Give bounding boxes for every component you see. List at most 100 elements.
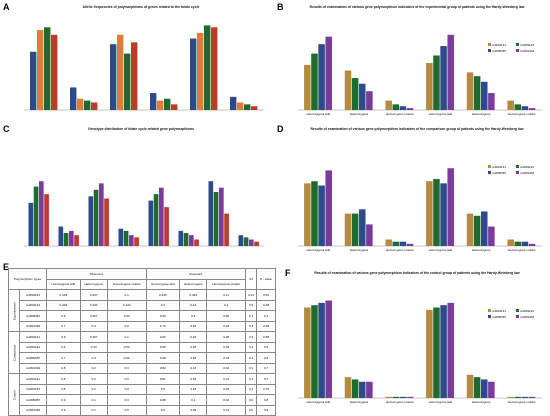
table-cell: 0.18 [179,383,208,395]
table-cell: 0.81 [145,373,181,385]
table-cell: 0.04 [206,352,246,364]
bar [318,185,325,246]
legend-label: rs1801133 [520,309,534,313]
table-cell: 0.09 [179,404,208,416]
table-cell: 0.7 [244,310,258,322]
table-cell: 0.4 [145,299,181,311]
table-subheader: Heterozygous [179,278,208,290]
table-cell: 0.7 [256,373,276,385]
table-cell: 0.62 [145,331,181,343]
bar [51,34,58,110]
table-cell: 0.0 [106,404,147,416]
bar [344,213,352,246]
bar [392,241,400,246]
table-cell: 0.03 [106,341,147,353]
panel-label-c: C [3,124,10,134]
chart-title: Results of examination of various gene p… [310,127,524,131]
bar [406,108,414,110]
bar [318,302,325,398]
table-cell: 0.82 [145,362,181,374]
bar [399,106,407,110]
table-cell-snp: rs1801133 [18,341,48,353]
bar [157,100,164,110]
bar [153,194,159,246]
bar [30,51,37,110]
bar [134,237,139,246]
table-cell: 0.9 [46,404,81,416]
bar [129,235,134,246]
bar [37,30,44,111]
bar [447,302,454,398]
table-cell: 0.433 [46,289,81,301]
bar [70,87,77,110]
category-label: Homozygous wild [307,248,331,252]
legend-swatch [488,49,491,52]
bar [238,235,244,246]
table-cell: 0.8 [145,383,181,395]
legend-label: rs1801131 [492,165,506,169]
table-cell: 0.1 [106,289,147,301]
table-cell-snp: rs1805087 [18,310,48,322]
table-row: Comparison rs1801131 0.6 0.267 0.1 0.62 0.32 0.… [8,331,276,374]
bar [366,91,373,110]
bar [183,233,189,246]
chart-panel-c: Genotype distribution of folate cycle-re… [12,124,270,258]
chart-panel-b: Results of examination of various gene p… [286,2,548,120]
category-label: Heterozygous [350,248,369,252]
bar [194,239,199,246]
table-cell: 0.02 [206,362,246,374]
chart-title: Allelic frequencies of polymorphisms of … [82,5,200,9]
table-cell-snp: rs1801133 [18,383,48,395]
legend-swatch [488,315,491,318]
bar [481,81,488,110]
bar [514,104,522,110]
category-label: Heterozygous [472,248,491,252]
bar [507,396,514,398]
table-cell: 0.445 [145,289,181,301]
bar [211,27,218,111]
table-cell: 0.7 [46,320,81,332]
table-cell: 0.9 [145,404,181,416]
table-cell: 0.28 [179,352,208,364]
table-cell: 0.06 [206,331,246,343]
legend-label: rs1801394 [520,315,535,319]
bar [178,230,184,246]
table-cell: 0.66 [145,341,181,353]
category-label: Homozygous wild [307,400,331,404]
category-label: Homozygous mutant [508,248,536,252]
bar [77,98,84,110]
table-cell: 0.1 [206,299,246,311]
panel-label-a: A [3,2,10,12]
table-row: rs1801394 0.9 0.1 0.0 0.9 0.09 0.01 0.0 0.9 [9,404,276,416]
table-cell: 0.1 [79,404,108,416]
bar [325,300,332,398]
table-cell: 0.433 [46,299,81,311]
bar [528,243,536,246]
table-cell-snp: rs1805087 [18,394,48,406]
table-cell: 0.0 [106,373,147,385]
bar [325,36,332,110]
bar [399,241,407,246]
table-row: rs1805087 0.6 0.367 0.03 0.63 0.3 0.05 0.7 0.4 [9,310,276,322]
table-cell: 0.02 [206,394,246,406]
table-cell: 0.0 [244,394,258,406]
bar [507,100,514,110]
category-label: Heterozygous [350,112,369,116]
table-row: rs1801133 0.433 0.433 0.133 0.4 0.44 0.1 0.5 0.4… [9,299,276,311]
table-cell: 0.449 [179,289,208,301]
bar [204,25,211,110]
bar [304,307,311,398]
bar [433,307,440,398]
bar [249,239,254,246]
category-label: Homozygous wild [429,400,453,404]
bar [488,226,495,246]
bar [58,226,64,246]
bar [63,233,69,246]
table-cell: 0.63 [145,310,181,322]
table-cell: 0.4 [256,310,276,322]
bar [311,305,318,398]
legend-swatch [488,309,491,312]
table-header-expected: Expected [145,268,246,280]
bar [171,104,178,110]
bar [488,93,495,110]
